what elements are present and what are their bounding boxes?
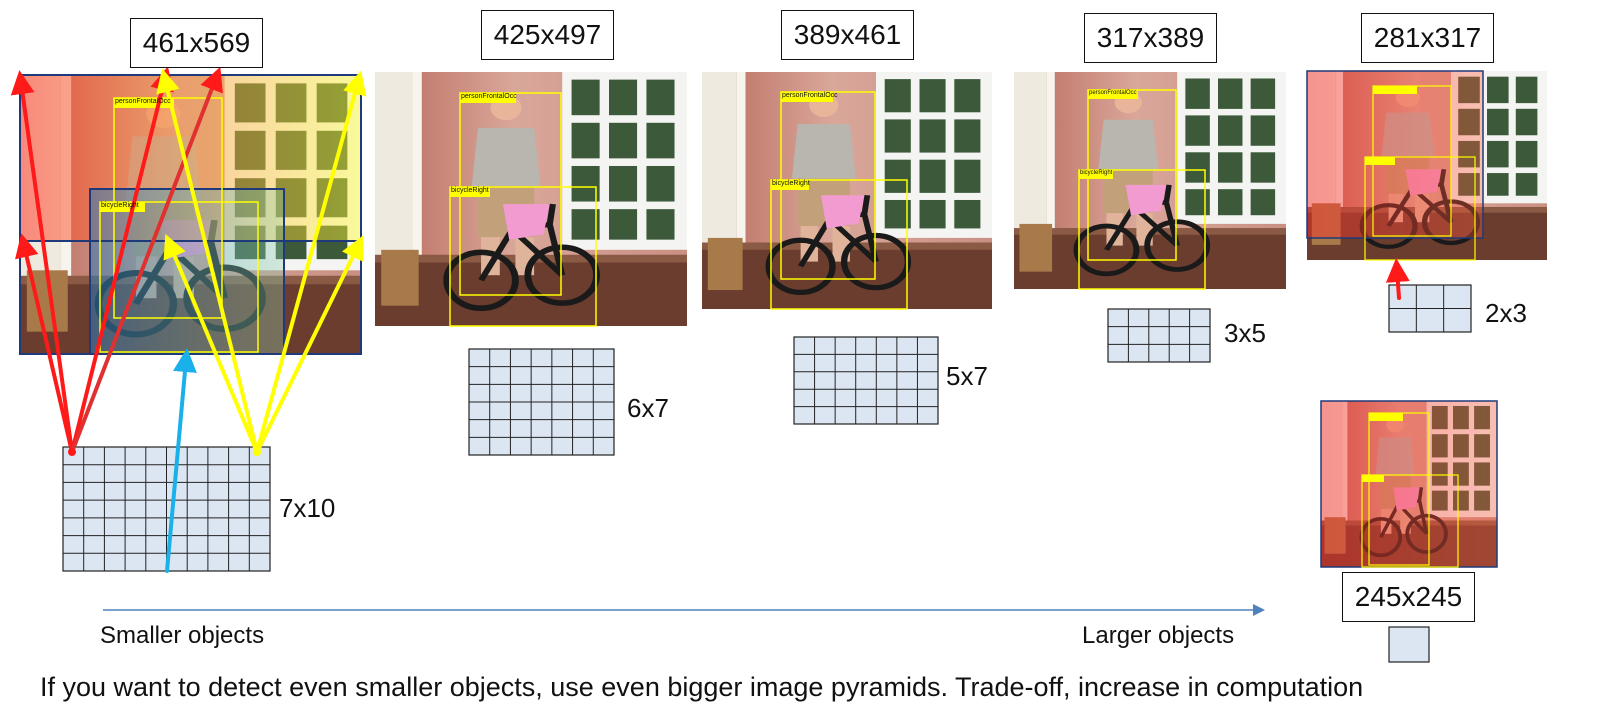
grid-background [1107,308,1211,363]
photo-245x245 [1320,400,1498,568]
size-label-389x461: 389x461 [781,10,914,60]
size-label-425x497: 425x497 [481,10,614,60]
grid-2x3 [1388,284,1472,333]
axis-label-smaller: Smaller objects [100,622,265,649]
grid-label-3x5: 3x5 [1224,318,1266,348]
blue-arrow [165,348,197,573]
grid-245x245 [1388,626,1430,663]
grid-label-7x10: 7x10 [279,493,336,523]
photo-425x497 [375,72,687,327]
feature-grids [62,284,1472,663]
footer-note: If you want to detect even smaller objec… [40,672,1364,702]
photo-281x317 [1306,70,1547,261]
photo-389x461 [702,72,992,310]
box-label-bicycle: bicycleRight [1080,170,1113,176]
grid-5x7 [793,336,939,425]
grid-label-6x7: 6x7 [627,393,669,423]
box-label-person: personFrontalOcc [115,98,171,105]
size-label-461x569: 461x569 [130,18,263,68]
yellow-arrow [255,70,367,454]
red-arrow [70,66,223,454]
red-arrow-small [1385,258,1410,300]
box-label-person: personFrontalOcc [1089,90,1137,96]
red-arrow [10,70,74,454]
grid-background [793,336,939,425]
box-label-bicycle: bicycleRight [101,202,139,209]
grid-7x10 [62,446,271,572]
red-arrow [70,66,174,454]
grid-background [1388,626,1430,663]
grid-3x5 [1107,308,1211,363]
red-arrow [15,233,74,454]
yellow-arrow [255,235,364,454]
box-label-person: personFrontalOcc [782,92,838,99]
box-label-person: personFrontalOcc [461,93,517,100]
box-label-bicycle: bicycleRight [772,180,810,187]
size-label-317x389: 317x389 [1084,13,1217,63]
grid-label-2x3: 2x3 [1485,298,1527,328]
size-label-281x317: 281x317 [1361,13,1494,63]
receptive-arrows [10,66,1410,573]
box-label-bicycle: bicycleRight [451,187,489,194]
photo-317x389 [1014,72,1286,290]
yellow-arrow [163,233,259,454]
grid-6x7 [468,348,615,456]
axis-label-larger: Larger objects [1082,622,1235,649]
size-label-245x245: 245x245 [1342,572,1475,622]
yellow-arrow [156,68,259,454]
photo-461x569 [19,74,362,355]
grid-label-5x7: 5x7 [946,361,988,391]
